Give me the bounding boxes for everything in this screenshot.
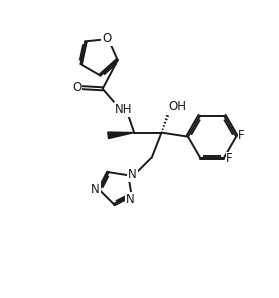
Polygon shape bbox=[108, 132, 134, 139]
Text: NH: NH bbox=[114, 103, 132, 116]
Text: N: N bbox=[128, 168, 137, 181]
Text: F: F bbox=[238, 129, 245, 142]
Text: O: O bbox=[102, 32, 112, 45]
Text: F: F bbox=[226, 152, 233, 165]
Text: N: N bbox=[126, 193, 134, 207]
Text: OH: OH bbox=[168, 100, 186, 113]
Text: O: O bbox=[72, 81, 81, 94]
Text: N: N bbox=[91, 183, 100, 196]
